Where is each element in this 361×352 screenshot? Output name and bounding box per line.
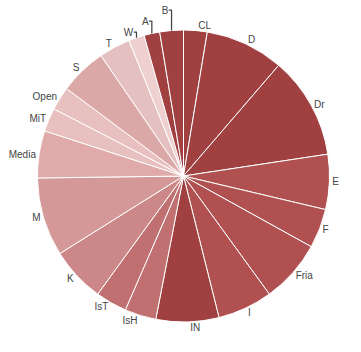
svg-text:I: I [248,307,251,318]
svg-text:M: M [32,212,40,223]
svg-text:IsH: IsH [123,315,138,326]
svg-text:IN: IN [190,322,200,333]
svg-text:A: A [142,16,149,27]
svg-text:CL: CL [198,20,211,31]
svg-text:B: B [162,5,169,16]
svg-text:Fria: Fria [296,270,314,281]
svg-text:Dr: Dr [314,99,325,110]
svg-text:T: T [106,38,112,49]
svg-text:MiT: MiT [29,113,46,124]
svg-text:F: F [322,224,328,235]
svg-text:K: K [67,273,74,284]
svg-text:E: E [332,176,339,187]
svg-text:W: W [124,27,134,38]
svg-text:Media: Media [9,149,37,160]
svg-text:D: D [248,34,255,45]
svg-text:IsT: IsT [94,301,108,312]
svg-text:S: S [73,62,80,73]
svg-text:Open: Open [33,91,57,102]
